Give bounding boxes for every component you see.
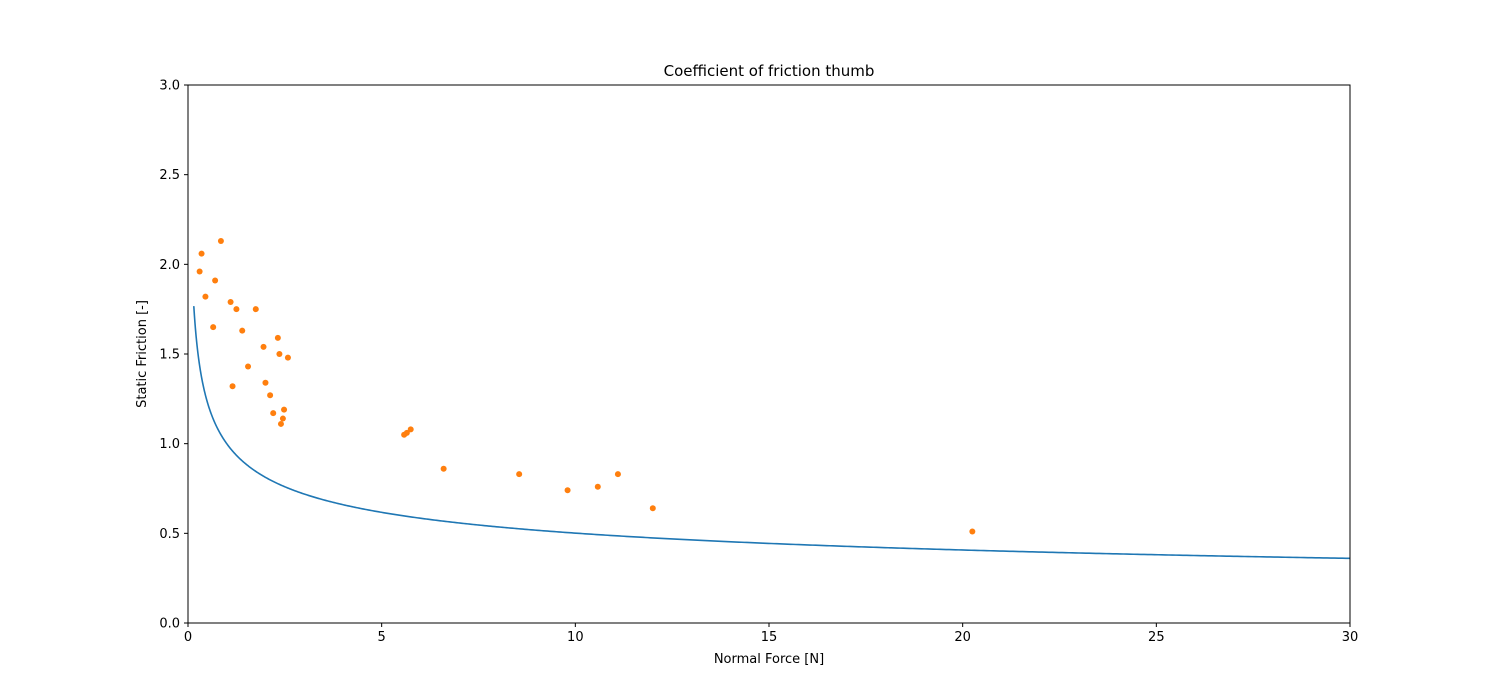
data-point [284, 354, 291, 361]
data-point [217, 238, 224, 245]
data-point [403, 429, 410, 436]
x-tick-label: 25 [1148, 630, 1165, 645]
data-point [210, 324, 217, 331]
data-point [281, 406, 288, 413]
data-point [212, 277, 219, 284]
x-tick-label: 30 [1342, 630, 1359, 645]
data-point [252, 306, 259, 313]
y-tick-label: 1.5 [159, 348, 180, 363]
y-tick-label: 2.5 [159, 168, 180, 183]
data-point [245, 363, 252, 370]
data-point [594, 483, 601, 490]
y-axis-label: Static Friction [-] [135, 300, 150, 408]
x-tick-label: 20 [954, 630, 971, 645]
data-point [270, 410, 277, 417]
data-point [267, 392, 274, 399]
data-point [198, 250, 205, 257]
data-point [279, 415, 286, 422]
data-point [276, 351, 283, 357]
y-tick-label: 2.0 [159, 258, 180, 273]
y-tick-label: 1.0 [159, 437, 180, 452]
data-point [649, 505, 656, 512]
data-point [277, 420, 284, 427]
x-tick-label: 0 [184, 630, 192, 645]
data-point [239, 327, 246, 334]
data-point [614, 471, 621, 478]
data-point [233, 306, 240, 313]
data-point [260, 343, 267, 350]
y-tick-label: 3.0 [159, 79, 180, 94]
data-point [969, 528, 976, 535]
data-point [229, 383, 236, 390]
chart-title: Coefficient of friction thumb [664, 62, 875, 80]
fit-line [193, 306, 1351, 560]
x-axis-label: Normal Force [N] [714, 652, 824, 667]
data-point [564, 487, 571, 494]
x-tick-label: 15 [761, 630, 778, 645]
ticks-layer: 0 5 10 15 20 25 30 0.0 0.5 1.0 1.5 2.0 2.5 3.0 [159, 79, 1358, 646]
data-point [227, 298, 234, 305]
data-point [196, 268, 203, 275]
data-point [202, 293, 209, 300]
y-tick-label: 0.0 [159, 617, 180, 632]
plot-layer [193, 238, 1351, 560]
data-point [516, 471, 523, 478]
x-tick-label: 5 [378, 630, 386, 645]
data-point [407, 426, 414, 433]
x-tick-label: 10 [567, 630, 584, 645]
y-tick-label: 0.5 [159, 527, 180, 542]
data-point [262, 379, 269, 386]
data-point [440, 465, 447, 472]
data-point [274, 334, 281, 341]
